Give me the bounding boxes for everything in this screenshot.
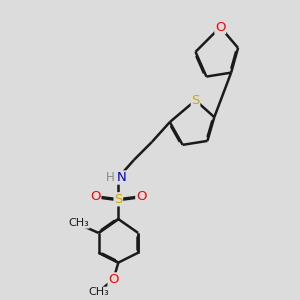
Text: O: O	[136, 190, 146, 203]
Text: CH₃: CH₃	[88, 287, 109, 297]
Text: S: S	[114, 193, 122, 206]
Text: O: O	[90, 190, 101, 203]
Text: O: O	[215, 21, 226, 34]
Text: CH₃: CH₃	[68, 218, 89, 228]
Text: S: S	[191, 94, 200, 107]
Text: H: H	[106, 171, 115, 184]
Text: O: O	[108, 273, 119, 286]
Text: N: N	[116, 171, 126, 184]
